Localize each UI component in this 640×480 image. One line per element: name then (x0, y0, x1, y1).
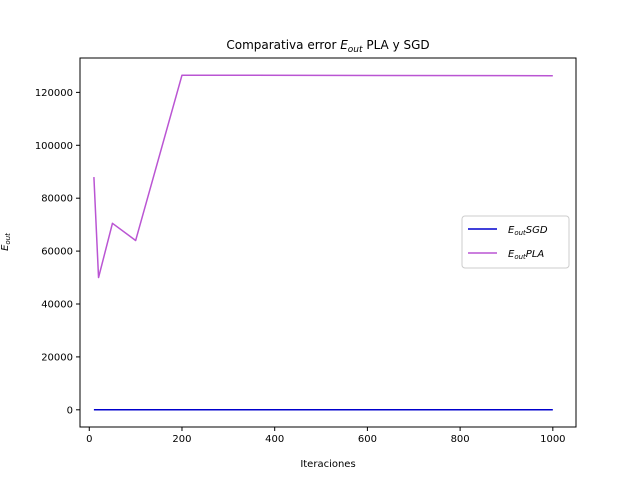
x-tick-label: 400 (265, 434, 284, 445)
axes-frame (79, 57, 577, 428)
y-axis-label: Eout (0, 233, 12, 251)
y-tick-label: 100000 (35, 141, 73, 152)
x-tick-label: 800 (451, 434, 470, 445)
y-tick-label: 120000 (35, 88, 73, 99)
x-tick-label: 1000 (540, 434, 565, 445)
legend: EoutSGD EoutPLA (461, 215, 570, 269)
series-lines (93, 74, 553, 411)
y-tick-label: 60000 (41, 247, 73, 258)
legend-label-sgd: EoutSGD (508, 225, 548, 237)
x-tick-label: 200 (172, 434, 191, 445)
series-line-pla (93, 74, 553, 279)
y-tick-label: 80000 (41, 194, 73, 205)
y-tick-label: 20000 (41, 352, 73, 363)
y-tick-label: 40000 (41, 300, 73, 311)
y-axis: 0 20000 40000 60000 80000 100000 120000 (35, 88, 80, 416)
y-tick-label: 0 (67, 405, 73, 416)
x-tick-label: 600 (358, 434, 377, 445)
x-axis-label: Iteraciones (300, 459, 355, 470)
legend-label-pla: EoutPLA (508, 249, 544, 261)
x-tick-label: 0 (86, 434, 92, 445)
chart-title: Comparativa error Eout PLA y SGD (226, 38, 429, 55)
x-axis: 0 200 400 600 800 1000 (86, 427, 566, 445)
